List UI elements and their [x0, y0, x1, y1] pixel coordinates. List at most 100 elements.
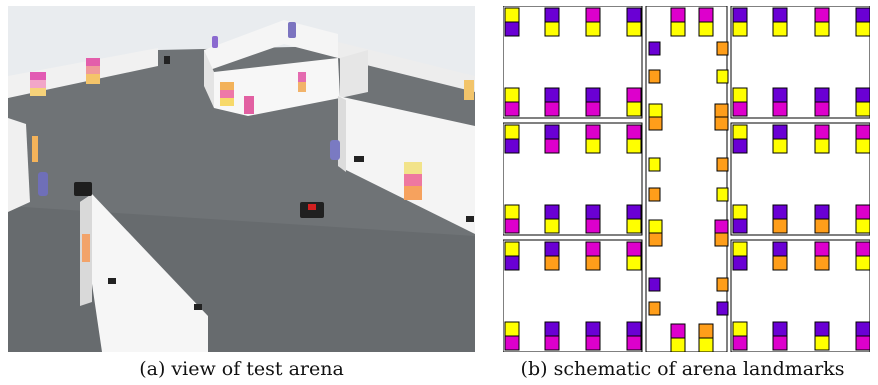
landmark-block [626, 124, 642, 140]
landmark-block [585, 138, 601, 154]
landmark-block [772, 87, 788, 103]
landmark-block [855, 204, 870, 220]
landmark-block [544, 218, 560, 234]
landmark-block [772, 204, 788, 220]
landmark-block [814, 21, 830, 37]
corridor-landmark [648, 157, 661, 172]
landmark-block [585, 124, 601, 140]
landmark-block [504, 138, 520, 154]
landmark-block [626, 138, 642, 154]
landmark-block [814, 321, 830, 337]
landmark-block [626, 241, 642, 257]
landmark-block [626, 218, 642, 234]
cell-left-2 [503, 239, 643, 352]
corridor [645, 6, 728, 352]
landmark-block [732, 255, 748, 271]
landmark-block [814, 138, 830, 154]
landmark-icon [30, 58, 474, 262]
landmark-block [626, 204, 642, 220]
landmark-block [504, 218, 520, 234]
landmark-block [504, 21, 520, 37]
landmark-block [626, 7, 642, 23]
landmark-block [772, 138, 788, 154]
landmark-block [732, 218, 748, 234]
robot-icon [74, 182, 324, 218]
landmark-block [626, 101, 642, 117]
corridor-landmark [648, 219, 663, 234]
schematic-landmarks [504, 7, 870, 352]
landmark-block [544, 101, 560, 117]
landmark-block [814, 241, 830, 257]
corridor-landmark [716, 187, 729, 202]
schematic-cells [503, 6, 870, 352]
wall-foreground [80, 194, 208, 352]
landmark-block [855, 218, 870, 234]
cell-right-2 [730, 239, 870, 352]
landmark-block [585, 255, 601, 271]
landmark-block [772, 335, 788, 351]
landmark-block [585, 241, 601, 257]
cell-right-0 [730, 6, 870, 119]
landmark-block [585, 101, 601, 117]
landmark-block [585, 218, 601, 234]
landmark-block [544, 204, 560, 220]
corridor-landmark [648, 301, 661, 316]
corridor-landmark [714, 219, 729, 234]
landmark-block [504, 124, 520, 140]
landmark-block [855, 255, 870, 271]
cell-left-1 [503, 122, 643, 236]
landmark-block [732, 7, 748, 23]
corridor-landmark [714, 103, 729, 118]
landmark-block [504, 255, 520, 271]
corridor-landmark [716, 157, 729, 172]
wall-far-right [338, 42, 475, 92]
landmark-block [544, 21, 560, 37]
landmark-block [855, 87, 870, 103]
wall-left [8, 118, 30, 212]
landmark-block [698, 323, 714, 339]
landmark-block [585, 21, 601, 37]
landmark-block [732, 124, 748, 140]
landmark-block [732, 335, 748, 351]
corridor-landmark [648, 232, 663, 247]
landmark-block [670, 21, 686, 37]
landmark-block [732, 241, 748, 257]
landmark-block [732, 87, 748, 103]
landmark-block [855, 138, 870, 154]
landmark-block [626, 321, 642, 337]
landmark-block [855, 241, 870, 257]
arena-schematic [503, 6, 870, 352]
cell-left-0 [503, 6, 643, 119]
landmark-block [772, 7, 788, 23]
wall-mount [108, 56, 474, 310]
landmark-block [670, 337, 686, 352]
landmark-block [698, 7, 714, 23]
landmark-block [670, 323, 686, 339]
corridor-landmark [716, 301, 729, 316]
landmark-block [504, 7, 520, 23]
landmark-block [698, 337, 714, 352]
landmark-block [585, 321, 601, 337]
caption-a: (a) view of test arena [139, 358, 344, 380]
landmark-block [772, 255, 788, 271]
landmark-block [732, 138, 748, 154]
corridor-landmark [714, 116, 729, 131]
cell-right-1 [730, 122, 870, 236]
landmark-block [732, 101, 748, 117]
landmark-block [814, 101, 830, 117]
arena-photo [8, 6, 475, 352]
corridor-landmark [648, 103, 663, 118]
landmark-block [585, 7, 601, 23]
landmark-block [626, 87, 642, 103]
landmark-block [698, 21, 714, 37]
corridor-landmark [714, 232, 729, 247]
landmark-block [585, 335, 601, 351]
landmark-block [814, 87, 830, 103]
corridor-landmark [648, 116, 663, 131]
landmark-block [626, 335, 642, 351]
corridor-landmark [716, 69, 729, 84]
landmark-block [814, 255, 830, 271]
landmark-block [772, 124, 788, 140]
landmark-block [814, 204, 830, 220]
landmark-block [855, 21, 870, 37]
